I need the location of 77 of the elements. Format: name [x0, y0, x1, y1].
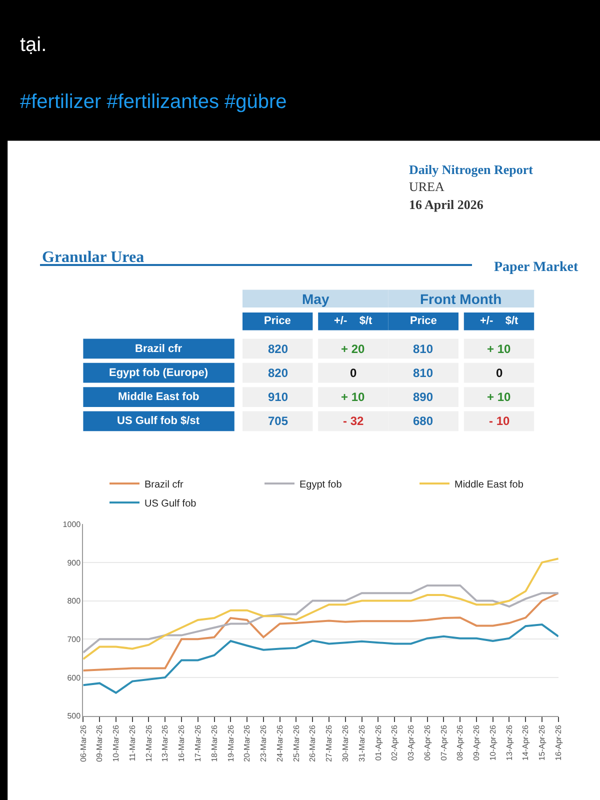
text: US Gulf fob $/st — [117, 415, 200, 427]
x-tick-label: 30-Mar-26 — [340, 724, 350, 762]
x-tick-label: 15-Apr-26 — [538, 724, 547, 761]
x-tick-label: 10-Mar-26 — [112, 724, 121, 762]
y-tick-label: 600 — [67, 673, 82, 682]
text: - 32 — [343, 414, 364, 428]
legend-label: Brazil cfr — [144, 479, 184, 490]
text: + 10 — [487, 390, 512, 404]
legend-label: US Gulf fob — [144, 498, 197, 510]
x-tick-label: 16-Mar-26 — [177, 724, 186, 762]
x-tick-label: 24-Mar-26 — [275, 724, 284, 762]
text: 680 — [413, 414, 434, 428]
text: Front Month — [420, 291, 502, 307]
line-series — [83, 558, 558, 660]
text: Granular Urea — [42, 249, 144, 266]
text: tại. — [20, 34, 47, 56]
x-tick-label: 03-Apr-26 — [406, 724, 416, 761]
x-tick-label: 09-Apr-26 — [472, 724, 482, 761]
x-tick-label: 01-Apr-26 — [374, 724, 383, 761]
x-tick-label: 31-Mar-26 — [357, 724, 366, 762]
y-tick-label: 500 — [67, 712, 82, 721]
text: UREA — [409, 179, 445, 194]
x-tick-label: 20-Mar-26 — [242, 724, 252, 762]
text: 890 — [413, 390, 434, 404]
text: + 10 — [487, 342, 512, 356]
text: 0 — [350, 366, 357, 380]
y-tick-label: 700 — [67, 634, 82, 644]
x-tick-label: 26-Mar-26 — [308, 724, 318, 762]
text: 810 — [413, 342, 434, 356]
x-tick-label: 12-Mar-26 — [144, 724, 154, 762]
text: Price — [264, 315, 291, 327]
text: - 10 — [489, 414, 510, 428]
x-tick-label: 11-Mar-26 — [128, 724, 137, 762]
x-tick-label: 13-Apr-26 — [504, 724, 514, 761]
x-tick-label: 25-Mar-26 — [292, 724, 301, 762]
legend-label: Middle East fob — [454, 479, 524, 490]
x-tick-label: 08-Apr-26 — [456, 724, 465, 761]
line-series — [83, 584, 558, 654]
x-tick-label: 23-Mar-26 — [259, 724, 268, 762]
x-tick-label: 09-Mar-26 — [95, 724, 104, 762]
x-tick-label: 14-Apr-26 — [521, 724, 530, 761]
text: Price — [410, 315, 437, 327]
x-tick-label: 17-Mar-26 — [194, 724, 202, 762]
text: 810 — [413, 366, 434, 380]
text: 820 — [268, 366, 288, 380]
text: May — [302, 291, 330, 307]
y-tick-label: 900 — [67, 558, 82, 568]
x-tick-label: 13-Mar-26 — [160, 724, 170, 762]
text: Daily Nitrogen Report — [409, 162, 534, 177]
x-tick-label: 06-Mar-26 — [78, 724, 88, 762]
x-tick-label: 06-Apr-26 — [422, 724, 432, 761]
line-series — [83, 624, 558, 694]
text: 0 — [496, 366, 503, 380]
text: +/- $/t — [334, 315, 373, 327]
text: 910 — [268, 390, 288, 404]
y-tick-label: 1000 — [62, 520, 82, 529]
x-tick-label: 16-Apr-26 — [554, 724, 563, 761]
text: 16 April 2026 — [409, 197, 484, 212]
y-tick-label: 800 — [67, 596, 82, 606]
x-tick-label: 10-Apr-26 — [488, 724, 498, 761]
legend-label: Egypt fob — [300, 479, 342, 490]
text: 705 — [268, 414, 288, 428]
text: Egypt fob (Europe) — [109, 367, 208, 379]
text: 820 — [268, 342, 288, 356]
x-tick-label: 19-Mar-26 — [226, 724, 236, 762]
text: Brazil cfr — [135, 343, 183, 355]
text: +/- $/t — [480, 315, 519, 327]
text: + 20 — [341, 342, 366, 356]
line-series — [83, 592, 558, 672]
x-tick-label: 02-Apr-26 — [390, 724, 400, 761]
text: #fertilizer #fertilizantes #gübre — [20, 91, 287, 113]
x-tick-label: 07-Apr-26 — [439, 724, 448, 761]
text: Middle East fob — [118, 391, 200, 403]
text: Paper Market — [494, 260, 578, 275]
x-tick-label: 27-Mar-26 — [324, 724, 334, 762]
text: + 10 — [341, 390, 366, 404]
x-tick-label: 18-Mar-26 — [210, 724, 219, 762]
